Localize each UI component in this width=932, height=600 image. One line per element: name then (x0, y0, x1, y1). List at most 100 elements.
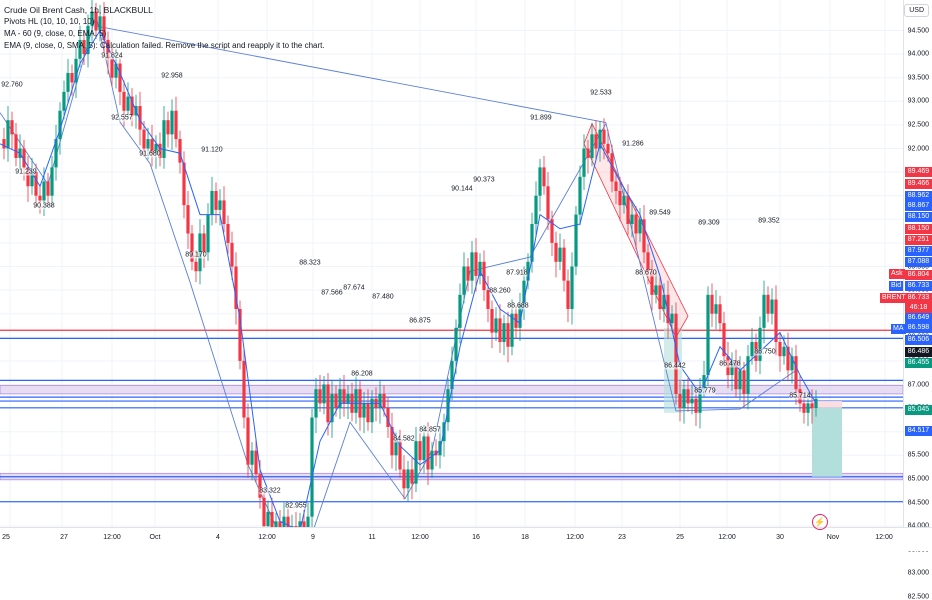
candle-body (606, 143, 610, 154)
price-tag: 87.251 (905, 235, 932, 245)
candle-body (238, 308, 242, 361)
candle-body (686, 389, 690, 404)
candle-body (322, 384, 326, 404)
candle-body (334, 393, 338, 409)
candle-body (178, 139, 182, 163)
price-tick-label: 93.000 (907, 97, 929, 105)
price-tick-label: 92.500 (907, 121, 929, 129)
candle-body (298, 521, 302, 527)
candle-body (650, 271, 654, 295)
candle-body (126, 96, 130, 111)
candle-body (306, 516, 310, 527)
lightning-icon[interactable]: ⚡ (812, 514, 828, 530)
price-tag: 87.977 (905, 246, 932, 256)
candle-body (86, 25, 90, 55)
candle-body (670, 313, 674, 324)
price-tag: 89.466 (905, 179, 932, 189)
price-axis[interactable]: USD 94.500 94.000 93.500 93.000 92.500 92.000… (903, 0, 932, 600)
candle-body (66, 72, 70, 92)
candle-body (478, 261, 482, 276)
candle-body (218, 200, 222, 210)
candle-body (26, 167, 30, 187)
candle-body (742, 370, 746, 394)
candle-body (182, 162, 186, 206)
candle-body (226, 224, 230, 243)
chart-area[interactable]: Crude Oil Brent Cash, 1h, BLACKBULL Pivo… (0, 0, 903, 527)
legend-ma[interactable]: MA - 60 (9, close, 0, EMA, 5) (4, 29, 107, 38)
price-tick-label: 92.000 (907, 145, 929, 152)
side-price-tag: Ask (889, 269, 905, 279)
candle-body (162, 120, 166, 158)
candle-body (738, 370, 742, 390)
candle-body (258, 474, 262, 498)
candle-body (758, 327, 762, 361)
pivot-price-label: 89.352 (758, 217, 780, 225)
candle-body (690, 398, 694, 404)
candle-body (310, 417, 314, 517)
candle-body (694, 398, 698, 413)
time-tick-label: 11 (368, 534, 376, 541)
candle-body (402, 469, 406, 489)
candle-body (166, 120, 170, 135)
candle-body (326, 384, 330, 423)
price-tag: 86.649 (905, 313, 932, 323)
time-tick-label: 9 (311, 534, 315, 541)
candle-body (274, 521, 278, 527)
candle-body (294, 526, 298, 527)
candle-body (318, 389, 322, 404)
side-price-tag: MA (891, 324, 906, 334)
pivot-price-label: 91.899 (530, 114, 552, 122)
candle-body (366, 403, 370, 423)
pivot-price-label: 89.170 (185, 251, 207, 259)
time-tick-label: 27 (60, 534, 68, 541)
candle-body (34, 172, 38, 196)
candle-body (302, 521, 306, 527)
candle-body (578, 176, 582, 215)
price-tag: 86.506 (905, 335, 932, 345)
candle-body (234, 266, 238, 309)
time-axis[interactable]: 25 27 12:00 Oct 4 12:00 9 11 12:00 16 18 12:00 23 25 1… (0, 527, 932, 551)
time-tick-label: 12:00 (103, 534, 121, 541)
candle-body (230, 242, 234, 267)
candle-body (202, 233, 206, 253)
candle-body (382, 393, 386, 409)
candle-body (22, 148, 26, 168)
candle-body (94, 11, 98, 31)
pivot-price-label: 86.750 (754, 348, 776, 356)
pivot-price-label: 92.557 (111, 114, 133, 122)
pivot-price-label: 91.824 (101, 52, 123, 60)
legend-ema[interactable]: EMA (9, close, 0, SMA, 5): Calculation f… (4, 41, 325, 50)
price-chart[interactable] (0, 0, 903, 527)
time-tick-label: 4 (216, 534, 220, 541)
candle-body (2, 139, 6, 149)
candle-body (506, 323, 510, 347)
candle-body (718, 304, 722, 324)
candle-body (622, 195, 626, 206)
candle-body (410, 469, 414, 484)
time-tick-label: 12:00 (258, 534, 276, 541)
price-tag: 88.867 (905, 201, 932, 211)
time-tick-label: 12:00 (566, 534, 584, 541)
candle-body (806, 403, 810, 413)
pivot-price-label: 90.388 (33, 202, 55, 210)
candle-body (10, 120, 14, 135)
candle-body (774, 299, 778, 343)
candle-body (98, 16, 102, 31)
pivot-price-label: 91.286 (622, 140, 644, 148)
legend-pivots[interactable]: Pivots HL (10, 10, 10, 10) (4, 17, 95, 26)
price-tick-label: 85.000 (907, 475, 929, 483)
currency-button[interactable]: USD (904, 4, 929, 17)
candle-body (614, 181, 618, 191)
pivot-price-label: 84.582 (393, 435, 415, 443)
price-tick-label: 85.500 (907, 451, 929, 459)
candle-body (730, 360, 734, 376)
candle-body (522, 280, 526, 305)
candle-body (662, 294, 666, 309)
pivot-price-label: 91.239 (15, 168, 37, 176)
candle-body (766, 294, 770, 314)
candle-body (794, 356, 798, 390)
candle-body (546, 186, 550, 220)
candle-body (782, 346, 786, 357)
candle-body (594, 134, 598, 149)
legend-title[interactable]: Crude Oil Brent Cash, 1h, BLACKBULL (4, 5, 153, 15)
